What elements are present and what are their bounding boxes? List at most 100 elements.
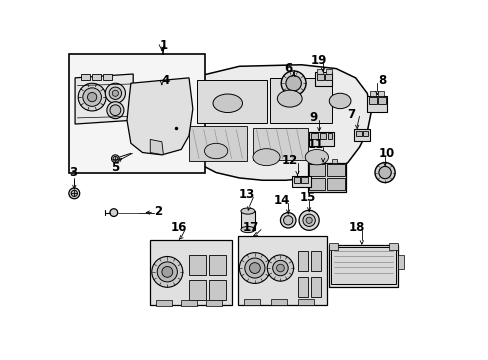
Polygon shape bbox=[150, 65, 370, 180]
Circle shape bbox=[110, 105, 121, 116]
Bar bbox=[189, 255, 205, 275]
Circle shape bbox=[110, 209, 118, 216]
Text: 17: 17 bbox=[243, 221, 259, 234]
Bar bbox=[320, 159, 325, 163]
Circle shape bbox=[157, 262, 177, 282]
Text: 5: 5 bbox=[111, 161, 119, 175]
Ellipse shape bbox=[241, 226, 254, 233]
Circle shape bbox=[378, 166, 390, 179]
Bar bbox=[150, 239, 231, 305]
Bar bbox=[291, 176, 311, 187]
Circle shape bbox=[374, 163, 394, 183]
Text: 4: 4 bbox=[162, 74, 169, 87]
Ellipse shape bbox=[277, 90, 302, 107]
Bar bbox=[328, 245, 397, 287]
Bar bbox=[209, 255, 226, 275]
Bar bbox=[353, 130, 369, 141]
Circle shape bbox=[299, 210, 319, 230]
Bar bbox=[92, 74, 101, 80]
Ellipse shape bbox=[213, 94, 242, 112]
Bar bbox=[388, 243, 397, 249]
Circle shape bbox=[111, 155, 119, 163]
Bar bbox=[205, 300, 221, 306]
Bar bbox=[196, 80, 266, 122]
Bar bbox=[377, 91, 384, 96]
Bar bbox=[308, 164, 324, 176]
Bar bbox=[244, 299, 259, 305]
Text: 15: 15 bbox=[299, 191, 315, 204]
Text: 10: 10 bbox=[378, 147, 394, 160]
Ellipse shape bbox=[241, 208, 254, 214]
Bar bbox=[270, 78, 332, 122]
Polygon shape bbox=[150, 139, 163, 155]
Text: 3: 3 bbox=[68, 166, 77, 179]
Bar bbox=[69, 54, 204, 173]
Bar bbox=[363, 131, 367, 136]
Circle shape bbox=[151, 256, 183, 287]
Bar bbox=[181, 300, 196, 306]
Bar bbox=[270, 299, 286, 305]
Ellipse shape bbox=[204, 143, 227, 159]
Bar bbox=[315, 72, 332, 86]
Bar bbox=[326, 164, 344, 176]
Bar bbox=[327, 133, 332, 139]
Text: 8: 8 bbox=[378, 74, 386, 87]
Circle shape bbox=[267, 255, 293, 281]
Text: 9: 9 bbox=[308, 111, 317, 125]
Circle shape bbox=[276, 264, 284, 272]
Bar bbox=[310, 251, 320, 271]
Circle shape bbox=[112, 90, 118, 96]
Circle shape bbox=[113, 156, 118, 161]
Bar bbox=[298, 251, 308, 271]
Text: 6: 6 bbox=[284, 62, 292, 75]
Bar bbox=[397, 255, 404, 269]
Circle shape bbox=[162, 266, 172, 277]
Bar bbox=[316, 74, 323, 80]
Text: 13: 13 bbox=[239, 188, 255, 201]
Text: 11: 11 bbox=[306, 138, 323, 151]
Bar bbox=[310, 133, 318, 139]
Bar bbox=[209, 280, 226, 300]
Polygon shape bbox=[75, 74, 133, 124]
Circle shape bbox=[82, 88, 101, 106]
Bar bbox=[325, 69, 332, 74]
Bar bbox=[189, 126, 246, 161]
Circle shape bbox=[239, 253, 270, 283]
Circle shape bbox=[78, 83, 106, 111]
Bar bbox=[332, 159, 336, 163]
Bar bbox=[369, 91, 375, 96]
Text: 14: 14 bbox=[273, 194, 289, 207]
Bar bbox=[308, 132, 333, 145]
Bar bbox=[81, 74, 90, 80]
Circle shape bbox=[105, 83, 125, 103]
Circle shape bbox=[283, 216, 292, 225]
Circle shape bbox=[244, 258, 264, 278]
Circle shape bbox=[107, 102, 123, 119]
Bar bbox=[307, 163, 346, 192]
Text: 16: 16 bbox=[170, 221, 187, 234]
Bar bbox=[310, 276, 320, 297]
Bar bbox=[103, 74, 111, 80]
Circle shape bbox=[71, 190, 77, 197]
Text: 19: 19 bbox=[309, 54, 326, 67]
Circle shape bbox=[302, 214, 315, 226]
Circle shape bbox=[305, 217, 311, 223]
Text: 12: 12 bbox=[281, 154, 297, 167]
Bar bbox=[330, 247, 395, 284]
Circle shape bbox=[272, 260, 287, 276]
Bar bbox=[253, 128, 307, 160]
Bar bbox=[366, 95, 386, 112]
Ellipse shape bbox=[252, 149, 280, 166]
Bar bbox=[355, 131, 361, 136]
Bar bbox=[241, 211, 254, 230]
Text: 1: 1 bbox=[159, 39, 167, 52]
Bar bbox=[310, 159, 315, 163]
Circle shape bbox=[69, 188, 80, 199]
Bar bbox=[316, 69, 323, 74]
Circle shape bbox=[249, 263, 260, 274]
Circle shape bbox=[109, 87, 122, 99]
Circle shape bbox=[281, 71, 305, 95]
Circle shape bbox=[285, 76, 301, 91]
Bar bbox=[189, 280, 205, 300]
Bar bbox=[237, 236, 326, 305]
